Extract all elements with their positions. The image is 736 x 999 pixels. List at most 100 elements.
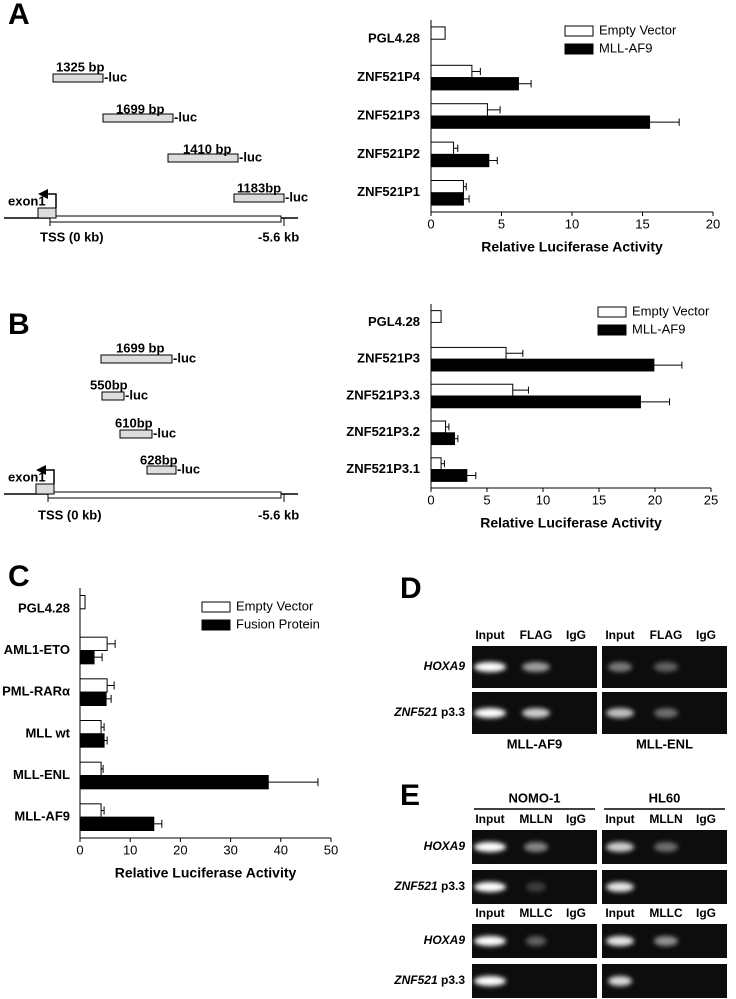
lane-label: FLAG: [520, 628, 553, 642]
fragment-box: [100, 354, 173, 364]
sample-label: MLL-ENL: [636, 736, 693, 751]
bar: [430, 64, 473, 79]
x-tick-label: 0: [427, 492, 434, 507]
gene-name: HOXA9: [424, 933, 466, 947]
legend-label: MLL-AF9: [632, 321, 685, 336]
gel-band: [606, 882, 634, 892]
bar: [430, 395, 641, 409]
row-label: ZNF521 p3.3: [393, 879, 465, 893]
bar: [79, 733, 105, 748]
category-label: ZNF521P3.1: [346, 461, 420, 476]
exon-box: [37, 207, 57, 219]
cell-label: HL60: [649, 790, 681, 805]
fragment-suffix: -luc: [104, 69, 127, 84]
panel-letter: B: [8, 308, 30, 341]
category-label: ZNF521P3: [357, 107, 420, 122]
category-label: ZNF521P3: [357, 351, 420, 366]
panel-letter: D: [400, 572, 422, 605]
fragment-box: [102, 113, 174, 123]
fragment-size: 1183bp: [237, 180, 281, 195]
x-axis-title: Relative Luciferase Activity: [115, 865, 297, 881]
lane-label: IgG: [566, 906, 586, 920]
tss-label: TSS (0 kb): [38, 507, 102, 522]
panel-letter: A: [8, 0, 30, 31]
gene-suffix: p3.3: [441, 973, 465, 987]
bar: [79, 691, 107, 707]
fragment-box: [233, 193, 285, 203]
x-tick-label: 20: [706, 216, 720, 231]
gene-name: ZNF521: [393, 973, 438, 987]
legend-label: Fusion Protein: [236, 616, 320, 631]
gene-name: HOXA9: [424, 659, 466, 673]
lane-label: IgG: [566, 628, 586, 642]
bar: [430, 115, 651, 129]
x-tick-label: 50: [324, 842, 338, 857]
gel-band: [526, 882, 546, 892]
bar: [79, 816, 155, 832]
fragment-suffix: -luc: [239, 149, 262, 164]
x-tick-label: 10: [536, 492, 550, 507]
gel-band: [474, 882, 506, 892]
bar: [79, 803, 102, 818]
category-label: PGL4.28: [368, 31, 420, 46]
bar: [79, 775, 269, 790]
panel-letter: E: [400, 779, 420, 812]
fragment-box: [52, 73, 104, 83]
gel-band: [522, 708, 550, 718]
lane-label: Input: [605, 906, 634, 920]
lane-label: IgG: [696, 628, 716, 642]
bar: [430, 420, 447, 434]
tss-arrow: [44, 469, 55, 484]
x-tick-label: 5: [483, 492, 490, 507]
x-tick-label: 5: [498, 216, 505, 231]
row-label: ZNF521 p3.3: [393, 973, 465, 987]
gel-band: [608, 662, 632, 672]
lane-label: Input: [475, 628, 504, 642]
legend-swatch: [201, 619, 231, 631]
exon-label: exon1: [8, 469, 46, 484]
category-label: ZNF521P2: [357, 146, 420, 161]
bar: [79, 678, 108, 693]
fragment-box: [101, 391, 125, 401]
lane-label: Input: [475, 906, 504, 920]
legend-swatch: [597, 324, 627, 336]
x-tick-label: 20: [648, 492, 662, 507]
gel-band: [654, 662, 678, 672]
legend-label: Empty Vector: [632, 303, 710, 318]
x-tick-label: 0: [76, 842, 83, 857]
legend-swatch: [597, 306, 627, 318]
fragment-suffix: -luc: [174, 109, 197, 124]
exon-box: [35, 483, 55, 495]
gel-band: [474, 662, 506, 672]
sample-label: MLL-AF9: [507, 736, 563, 751]
gene-name: ZNF521: [393, 705, 438, 719]
lane-label: IgG: [566, 812, 586, 826]
legend-label: Empty Vector: [599, 22, 677, 37]
row-label: ZNF521 p3.3: [393, 705, 465, 719]
fragment-box: [146, 465, 177, 475]
x-axis-title: Relative Luciferase Activity: [480, 515, 662, 531]
bar: [430, 141, 455, 155]
gene-suffix: p3.3: [441, 705, 465, 719]
category-label: ZNF521P4: [357, 69, 421, 84]
bar: [430, 192, 464, 206]
bar: [430, 383, 514, 397]
x-tick-label: 40: [274, 842, 288, 857]
category-label: PGL4.28: [368, 314, 420, 329]
lane-label: IgG: [696, 812, 716, 826]
tss-arrow: [46, 193, 57, 208]
bar: [79, 761, 102, 777]
x-axis-title: Relative Luciferase Activity: [481, 239, 663, 255]
x-tick-label: 30: [223, 842, 237, 857]
x-tick-label: 10: [123, 842, 137, 857]
bar: [430, 153, 490, 168]
lane-label: Input: [605, 812, 634, 826]
row-label: HOXA9: [424, 659, 466, 673]
exon-label: exon1: [8, 193, 46, 208]
cell-label: NOMO-1: [509, 790, 561, 805]
gel-band: [522, 662, 550, 672]
fragment-size: 1699 bp: [116, 101, 164, 116]
gel-band: [474, 842, 506, 852]
category-label: AML1-ETO: [4, 642, 70, 657]
